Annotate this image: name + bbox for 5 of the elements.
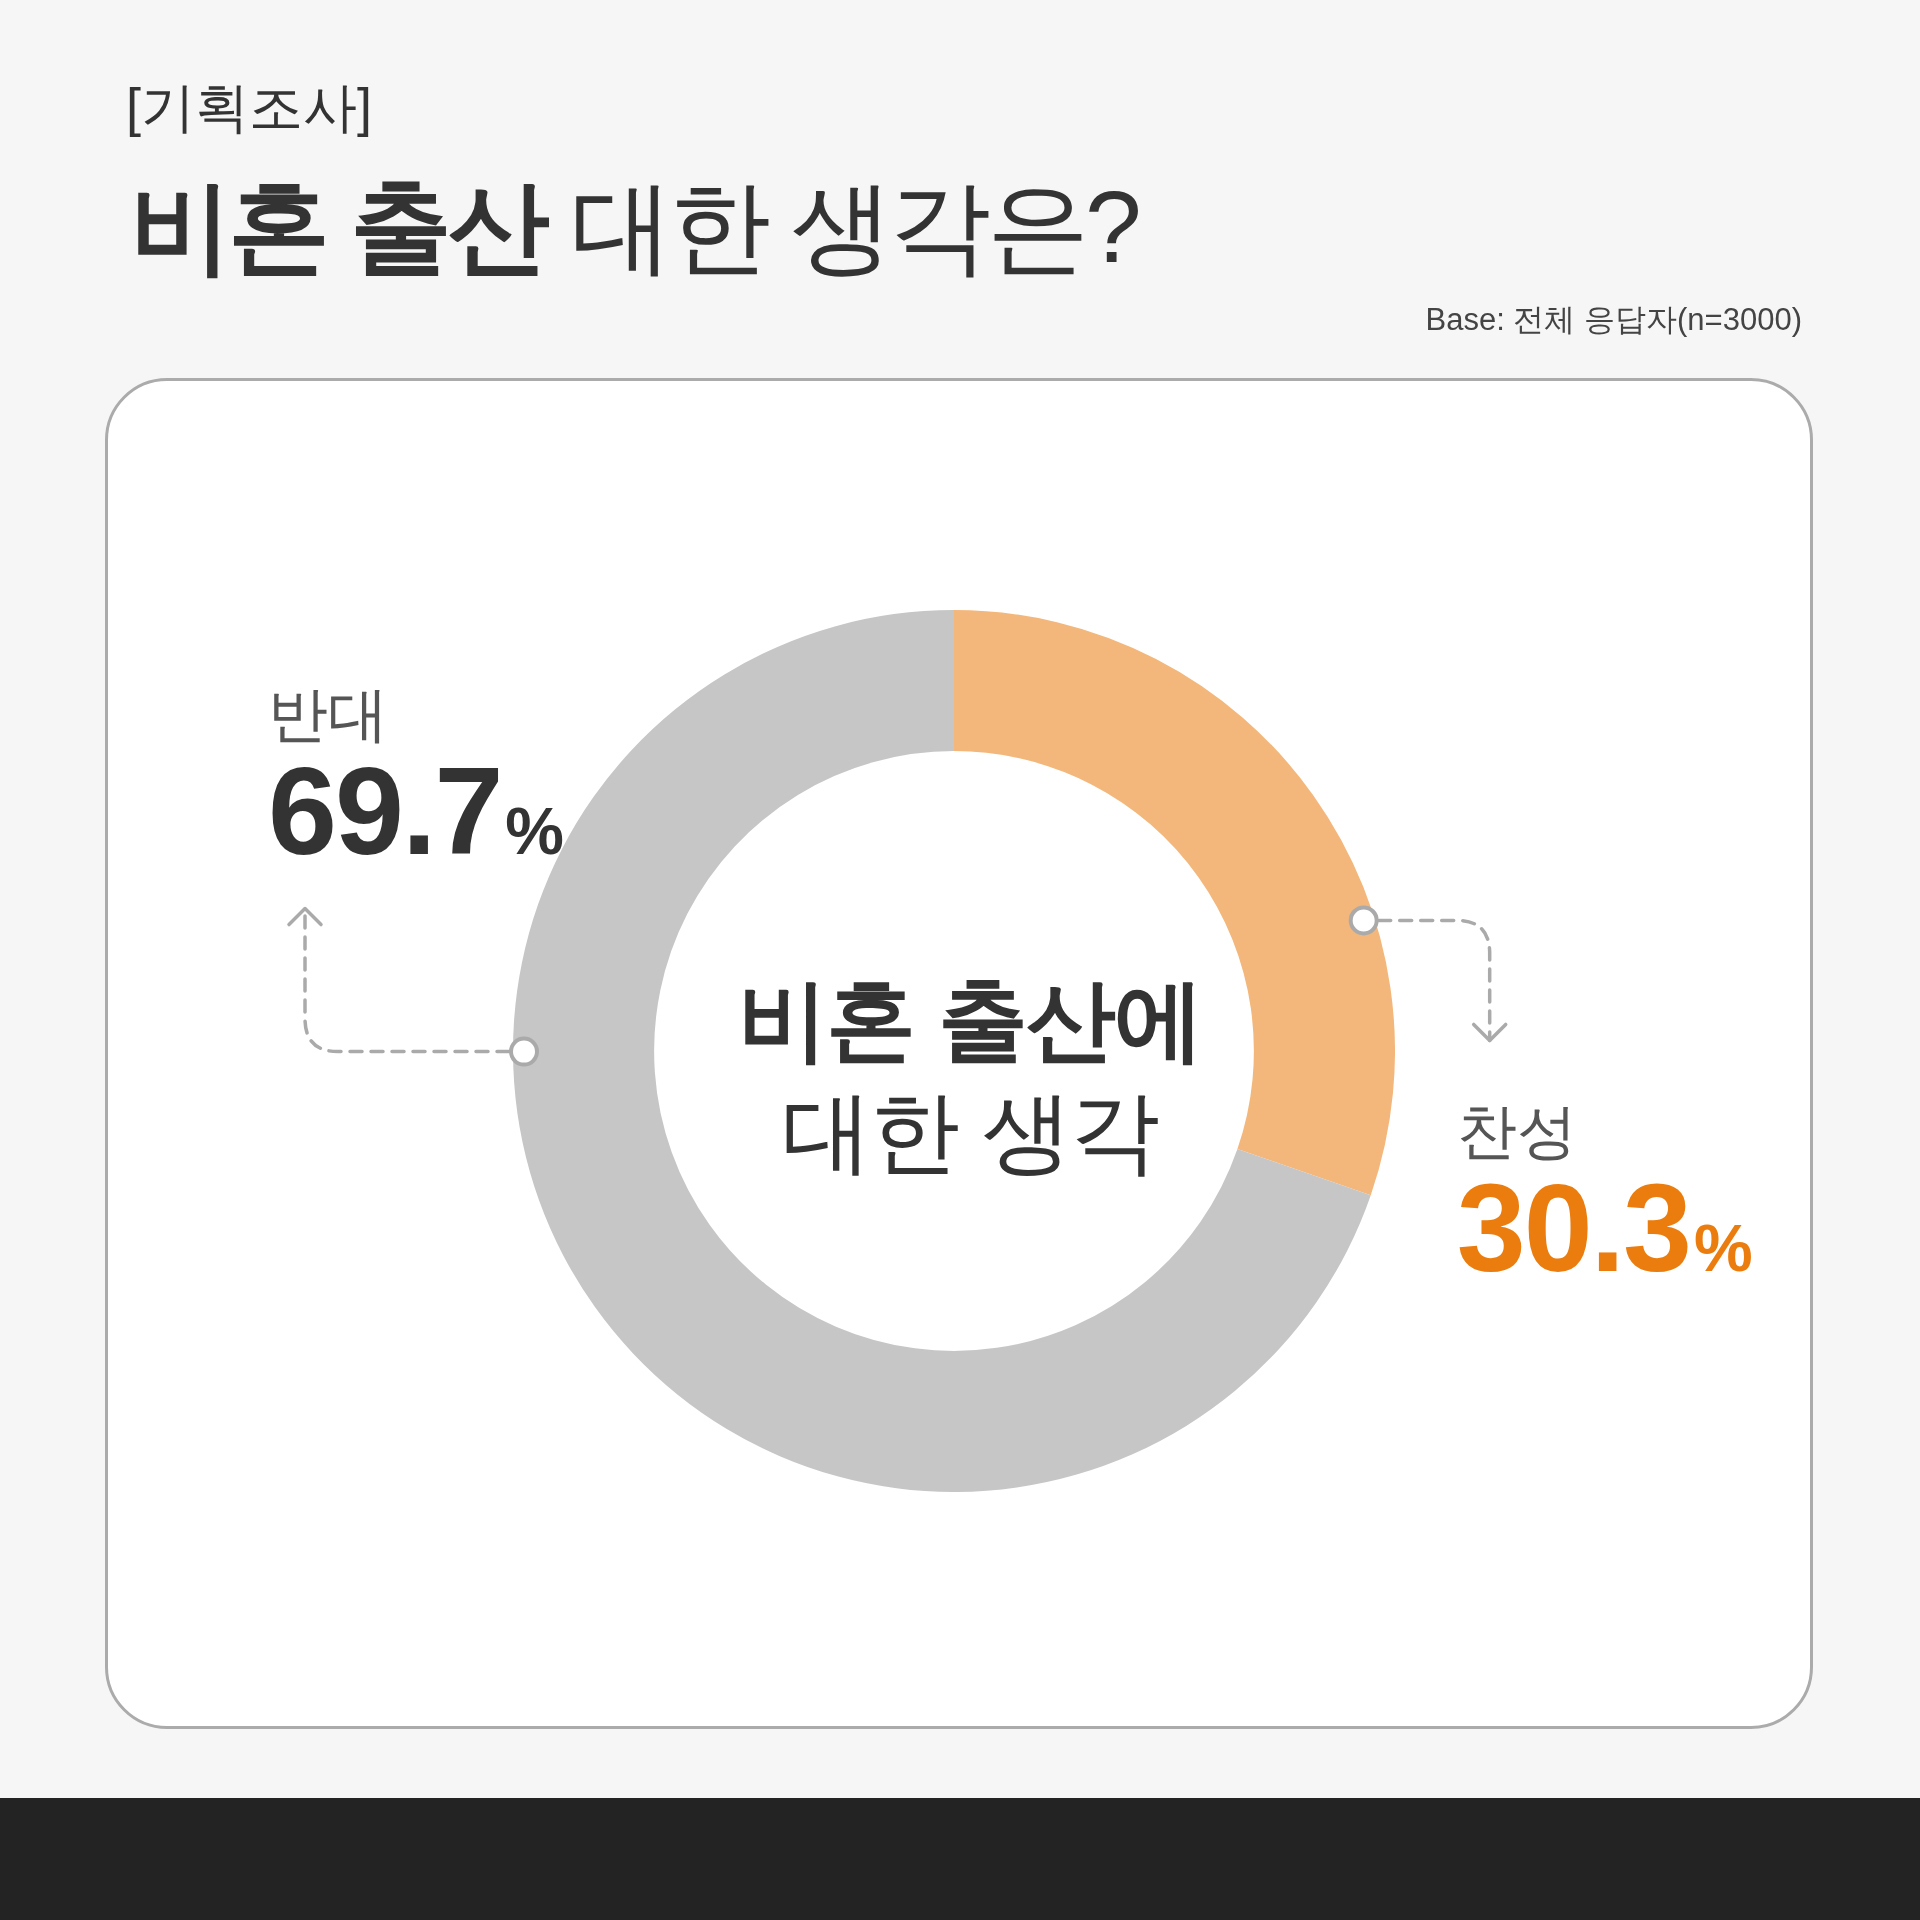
- slice-label: 찬성: [1456, 1098, 1577, 1166]
- chart-title: 비혼 출산 대한 생각은?: [130, 170, 1138, 284]
- text: Base: 전체 응답자(n=3000): [1425, 302, 1802, 337]
- chart-subtitle: [기획조사]: [126, 77, 373, 137]
- text: 비혼 출산에 대한 생각: [738, 970, 1202, 1182]
